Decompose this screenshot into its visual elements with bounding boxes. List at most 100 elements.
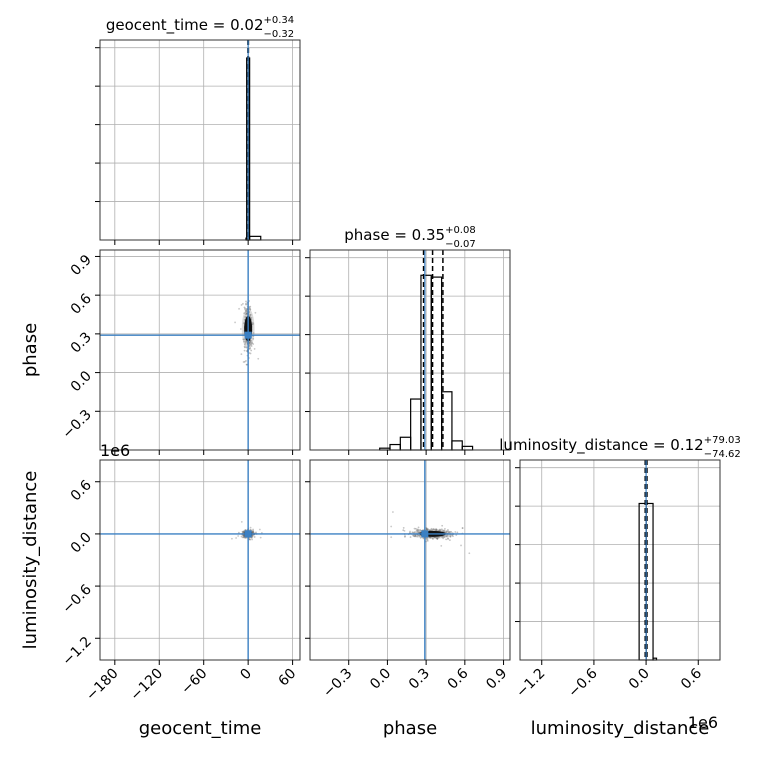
grid-layer xyxy=(100,40,720,660)
scatter-point xyxy=(390,536,393,539)
scatter-point xyxy=(244,313,247,316)
scatter-point xyxy=(245,309,248,312)
xtick-label: −0.3 xyxy=(320,666,355,701)
scatter-point xyxy=(441,536,444,539)
xtick-label: −1.2 xyxy=(513,666,548,701)
scatter-point xyxy=(404,535,406,538)
scatter-point xyxy=(434,528,437,531)
scatter-point xyxy=(235,537,238,539)
scatter-point xyxy=(245,300,247,303)
scatter-point xyxy=(243,345,246,348)
title-err-minus: −0.07 xyxy=(445,239,476,250)
scatter-point xyxy=(244,311,247,314)
scatter-point xyxy=(240,520,243,523)
scatter-point xyxy=(439,528,441,531)
ytick-label: 0.6 xyxy=(68,291,95,318)
scatter-point xyxy=(248,341,251,344)
title-main: phase = 0.35 xyxy=(344,226,445,244)
title-main: geocent_time = 0.02 xyxy=(106,16,264,35)
scatter-point xyxy=(245,312,248,315)
scatter-point xyxy=(430,536,432,539)
scatter-point xyxy=(425,527,428,529)
scatter-point xyxy=(250,349,253,352)
scatter-point xyxy=(440,545,443,547)
scatter-point xyxy=(239,328,242,330)
scatter-point xyxy=(252,343,255,345)
scatter-point xyxy=(231,537,233,540)
scatter-point xyxy=(432,538,434,540)
scatter-point xyxy=(255,531,257,534)
scatter-point xyxy=(248,348,251,350)
xtick-label: 60 xyxy=(276,666,300,690)
scatter-point xyxy=(429,536,432,539)
scatter-point xyxy=(461,527,464,529)
panel-title: geocent_time = 0.02+0.34 xyxy=(106,15,294,35)
scatter-point xyxy=(417,526,420,529)
scatter-point xyxy=(249,308,251,310)
scatter-point xyxy=(251,531,254,534)
scatter-point xyxy=(249,343,252,346)
scatter-point xyxy=(241,536,244,539)
title-err-plus: +79.03 xyxy=(704,435,741,446)
scatter-point xyxy=(240,535,243,538)
scatter-point xyxy=(426,539,429,542)
scatter-point xyxy=(237,531,240,534)
scatter-point xyxy=(439,530,442,532)
scatter-point xyxy=(245,313,248,315)
scatter-point xyxy=(251,321,254,324)
scatter-point xyxy=(252,531,255,534)
scatter-point xyxy=(248,340,251,343)
scatter-point xyxy=(242,530,245,533)
title-main: luminosity_distance = 0.12 xyxy=(499,436,703,455)
scatter-point xyxy=(257,357,260,360)
scatter-point xyxy=(243,312,246,315)
scatter-point xyxy=(245,363,248,366)
scatter-point xyxy=(242,530,245,533)
scatter-point xyxy=(402,527,405,529)
scatter-point xyxy=(249,340,252,342)
scatter-point xyxy=(429,529,431,532)
scatter-point xyxy=(243,340,245,343)
scatter-point xyxy=(411,531,414,534)
scatter-point xyxy=(243,531,245,534)
scatter-point xyxy=(412,534,415,537)
scatter-point xyxy=(432,528,435,531)
scatter-point xyxy=(245,340,248,343)
scatter-point xyxy=(242,531,244,534)
scatter-point xyxy=(436,536,439,539)
scatter-point xyxy=(431,528,434,531)
scatter-point xyxy=(426,528,429,531)
scatter-point xyxy=(412,531,415,534)
scatter-point xyxy=(435,529,438,532)
scatter-point xyxy=(249,339,252,342)
panel-title: luminosity_distance = 0.12+79.03 xyxy=(499,435,740,455)
scatter-point xyxy=(429,536,432,539)
scatter-point xyxy=(240,304,243,306)
xtick-label: 0.0 xyxy=(626,666,653,693)
frame-layer xyxy=(95,39,721,665)
scatter-point xyxy=(244,342,247,344)
scatter-point xyxy=(392,511,394,513)
scatter-point xyxy=(413,527,416,530)
truth-marker xyxy=(421,530,429,538)
scatter-point xyxy=(414,527,417,530)
scatter-point xyxy=(418,531,420,534)
scatter-point xyxy=(249,352,252,355)
scatter-point xyxy=(242,531,245,533)
scatter-point xyxy=(390,525,393,528)
xtick-label: 0.6 xyxy=(445,665,472,692)
scatter-point xyxy=(241,530,244,533)
scatter-point xyxy=(254,311,257,314)
scatter-point xyxy=(422,537,425,540)
scatter-point xyxy=(252,332,255,334)
scatter-point xyxy=(409,536,412,538)
panel-geocent_time-vs-phase-frame xyxy=(99,249,301,451)
scatter-point xyxy=(245,302,247,305)
scatter-point xyxy=(248,342,251,344)
scatter-point xyxy=(417,529,420,532)
scatter-point xyxy=(245,360,247,362)
scatter-point xyxy=(243,318,246,321)
scatter-point xyxy=(252,322,255,325)
scatter-point xyxy=(428,536,431,539)
